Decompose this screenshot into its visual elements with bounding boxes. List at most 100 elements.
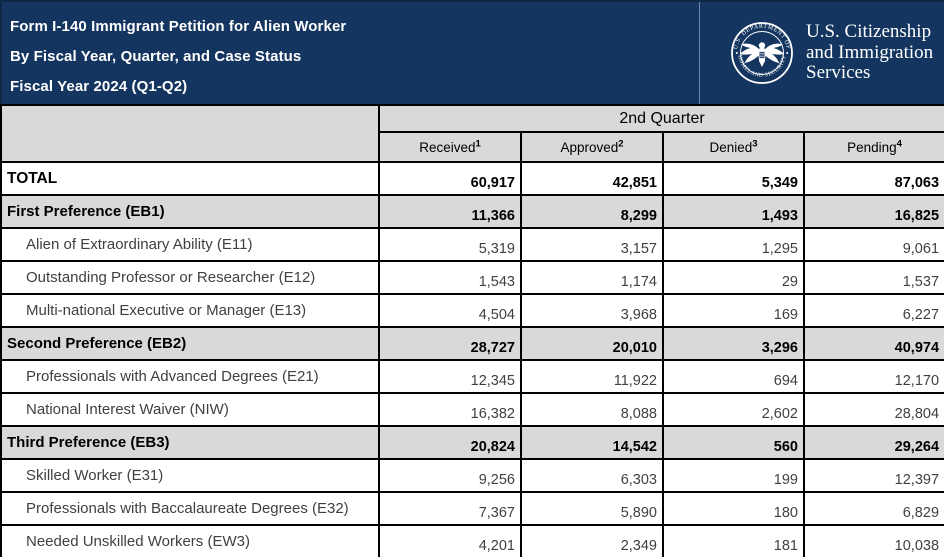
footnote-marker: 1 [475, 138, 481, 149]
cell-pending: 87,063 [802, 161, 944, 196]
table-row-total: TOTAL 60,917 42,851 5,349 87,063 [0, 161, 944, 196]
cell-approved: 8,299 [520, 194, 664, 229]
quarter-header: 2nd Quarter [377, 104, 944, 133]
cell-denied: 560 [662, 425, 805, 460]
cell-denied: 181 [662, 524, 805, 557]
cell-approved: 8,088 [520, 392, 664, 427]
row-label: Alien of Extraordinary Ability (E11) [0, 227, 380, 262]
report-banner: Form I-140 Immigrant Petition for Alien … [0, 0, 944, 104]
cell-received: 28,727 [378, 326, 522, 361]
row-label: Skilled Worker (E31) [0, 458, 380, 493]
cell-pending: 1,537 [802, 260, 944, 295]
column-header-label: Received [419, 139, 476, 155]
table-row-eb1: First Preference (EB1) 11,366 8,299 1,493 16… [0, 194, 944, 229]
uscis-wordmark-line-1: U.S. Citizenship [806, 21, 932, 43]
column-header-denied: Denied3 [662, 131, 805, 163]
report-title-block: Form I-140 Immigrant Petition for Alien … [2, 2, 346, 104]
cell-received: 1,543 [378, 260, 522, 295]
cell-pending: 6,829 [802, 491, 944, 526]
cell-denied: 1,493 [662, 194, 805, 229]
uscis-brand-block: U.S. DEPARTMENT OF HOMELAND SECURITY [699, 2, 944, 104]
cell-received: 9,256 [378, 458, 522, 493]
cell-approved: 3,968 [520, 293, 664, 328]
footnote-marker: 3 [752, 138, 758, 149]
table-row-e21: Professionals with Advanced Degrees (E21… [0, 359, 944, 394]
cell-approved: 11,922 [520, 359, 664, 394]
row-label: Second Preference (EB2) [0, 326, 380, 361]
cell-pending: 9,061 [802, 227, 944, 262]
cell-pending: 16,825 [802, 194, 944, 229]
footnote-marker: 4 [896, 138, 902, 149]
report-title-line-2: By Fiscal Year, Quarter, and Case Status [10, 48, 302, 65]
row-label: First Preference (EB1) [0, 194, 380, 229]
uscis-wordmark-line-2: and Immigration [806, 41, 934, 63]
column-header-label: Approved [560, 139, 619, 155]
row-label: Needed Unskilled Workers (EW3) [0, 524, 380, 557]
uscis-wordmark-line-3: Services [806, 62, 871, 84]
row-label: TOTAL [0, 161, 380, 196]
cell-received: 4,201 [378, 524, 522, 557]
table-row-e13: Multi-national Executive or Manager (E13… [0, 293, 944, 328]
cell-denied: 199 [662, 458, 805, 493]
cell-pending: 10,038 [802, 524, 944, 557]
cell-approved: 3,157 [520, 227, 664, 262]
cell-denied: 29 [662, 260, 805, 295]
cell-denied: 3,296 [662, 326, 805, 361]
table-row-ew3: Needed Unskilled Workers (EW3) 4,201 2,349… [0, 524, 944, 557]
cell-approved: 2,349 [520, 524, 664, 557]
cell-pending: 28,804 [802, 392, 944, 427]
cell-denied: 169 [662, 293, 805, 328]
cell-pending: 12,397 [802, 458, 944, 493]
footnote-marker: 2 [618, 138, 624, 149]
uscis-wordmark: U.S. Citizenship and Immigration Service… [806, 22, 933, 84]
table-row-e31: Skilled Worker (E31) 9,256 6,303 199 12,397 [0, 458, 944, 493]
cell-pending: 29,264 [802, 425, 944, 460]
table-row-niw: National Interest Waiver (NIW) 16,382 8,08… [0, 392, 944, 427]
cell-received: 60,917 [378, 161, 522, 196]
i140-data-table: 2nd Quarter Received1 Approved2 Denied3 … [0, 104, 944, 557]
column-header-pending: Pending4 [802, 131, 944, 163]
cell-approved: 5,890 [520, 491, 664, 526]
column-header-label: Pending [847, 139, 897, 155]
cell-received: 20,824 [378, 425, 522, 460]
cell-denied: 694 [662, 359, 805, 394]
cell-approved: 14,542 [520, 425, 664, 460]
cell-received: 5,319 [378, 227, 522, 262]
table-row-e32: Professionals with Baccalaureate Degrees… [0, 491, 944, 526]
report-title-line-1: Form I-140 Immigrant Petition for Alien … [10, 18, 347, 35]
cell-pending: 12,170 [802, 359, 944, 394]
cell-approved: 6,303 [520, 458, 664, 493]
column-header-row: Received1 Approved2 Denied3 Pending4 [1, 131, 944, 163]
table-row-eb2: Second Preference (EB2) 28,727 20,010 3,296… [0, 326, 944, 361]
row-label: Professionals with Baccalaureate Degrees… [0, 491, 380, 526]
cell-pending: 40,974 [802, 326, 944, 361]
cell-pending: 6,227 [802, 293, 944, 328]
cell-received: 11,366 [378, 194, 522, 229]
cell-denied: 5,349 [662, 161, 805, 196]
dhs-seal-icon: U.S. DEPARTMENT OF HOMELAND SECURITY [731, 22, 793, 84]
cell-approved: 20,010 [520, 326, 664, 361]
cell-received: 16,382 [378, 392, 522, 427]
cell-received: 4,504 [378, 293, 522, 328]
table-row-eb3: Third Preference (EB3) 20,824 14,542 560 29,… [0, 425, 944, 460]
quarter-header-row: 2nd Quarter [0, 104, 944, 163]
row-label: Outstanding Professor or Researcher (E12… [0, 260, 380, 295]
row-label: Multi-national Executive or Manager (E13… [0, 293, 380, 328]
cell-approved: 1,174 [520, 260, 664, 295]
corner-cell [0, 104, 380, 163]
report-title-line-3: Fiscal Year 2024 (Q1-Q2) [10, 78, 188, 95]
cell-denied: 2,602 [662, 392, 805, 427]
column-header-label: Denied [709, 139, 753, 155]
cell-received: 7,367 [378, 491, 522, 526]
row-label: Third Preference (EB3) [0, 425, 380, 460]
cell-denied: 1,295 [662, 227, 805, 262]
column-header-received: Received1 [378, 131, 522, 163]
cell-received: 12,345 [378, 359, 522, 394]
column-header-approved: Approved2 [520, 131, 664, 163]
row-label: National Interest Waiver (NIW) [0, 392, 380, 427]
cell-approved: 42,851 [520, 161, 664, 196]
table-row-e11: Alien of Extraordinary Ability (E11) 5,31… [0, 227, 944, 262]
row-label: Professionals with Advanced Degrees (E21… [0, 359, 380, 394]
cell-denied: 180 [662, 491, 805, 526]
